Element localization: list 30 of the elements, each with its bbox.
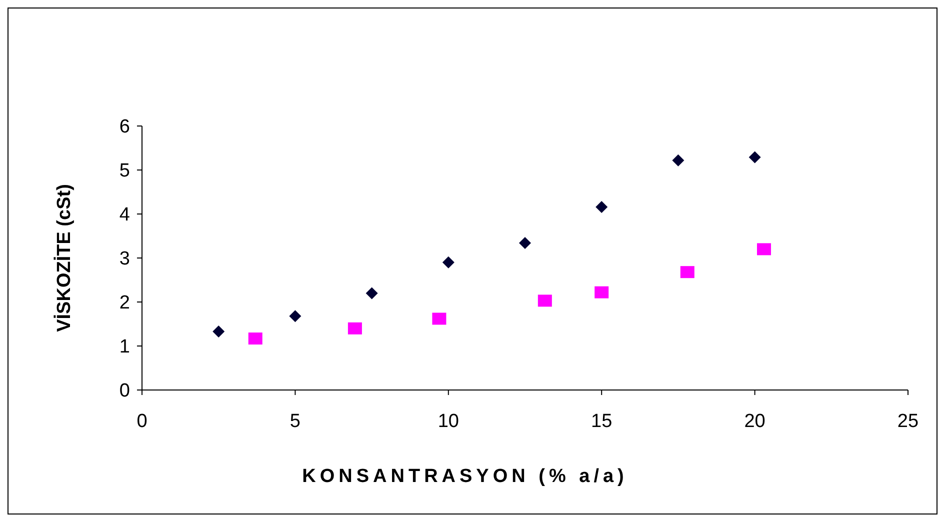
x-tick-label: 0 (136, 411, 148, 432)
point (538, 294, 552, 307)
point (248, 332, 262, 345)
y-tick-label: 3 (119, 248, 130, 270)
point (348, 322, 362, 334)
y-tick-label: 1 (119, 336, 130, 358)
point (596, 200, 608, 213)
y-tick-label: 5 (119, 160, 130, 182)
y-axis-title: VİSKOZİTE (cSt) (53, 184, 75, 332)
point (432, 312, 446, 325)
point (212, 325, 225, 338)
y-tick-label: 6 (119, 116, 130, 138)
x-tick-label: 15 (591, 411, 612, 432)
x-tick-label: 10 (438, 411, 459, 432)
point (442, 256, 454, 268)
point (756, 243, 771, 256)
point (519, 237, 531, 250)
point (594, 286, 609, 298)
x-tick-label: 20 (744, 411, 766, 432)
point (672, 154, 684, 166)
y-tick-label: 0 (119, 380, 130, 402)
point (748, 151, 761, 164)
point (366, 287, 378, 300)
point (289, 310, 302, 322)
y-tick-label: 2 (119, 292, 130, 314)
x-tick-label: 5 (290, 411, 300, 432)
x-tick-label: 25 (897, 411, 919, 432)
point (680, 266, 694, 278)
x-axis-title: KONSANTRASYON (% a/a) (302, 466, 628, 487)
y-tick-label: 4 (119, 204, 130, 226)
